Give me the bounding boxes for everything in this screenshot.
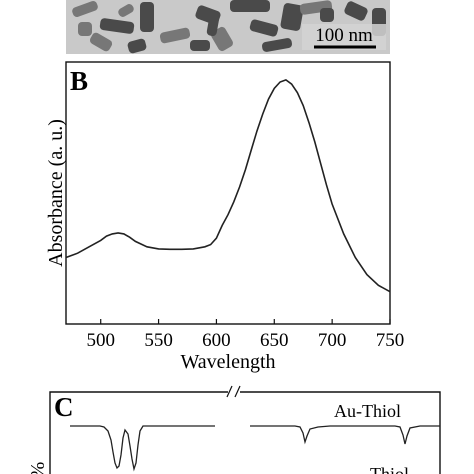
panel-a-tem-image: 100 nm [66,0,390,54]
nanoparticle [140,2,154,32]
y-axis-label: Absorbance (a. u.) [45,119,67,267]
plot-frame [65,61,391,325]
x-axis-label: Wavelength [180,351,275,373]
x-axis-ticks: 500 550 600 650 700 750 [86,319,404,351]
panel-letter-b: B [70,66,88,96]
nanoparticle [230,0,270,12]
panel-c-y-label-fragment: % [27,462,49,474]
nanoparticle [99,18,135,34]
panel-c-chart: C Au-Thiol Thiol % [27,385,441,474]
nanoparticle [344,1,368,21]
nanoparticle [72,0,98,18]
x-tick-label: 650 [260,330,289,351]
nanoparticle [127,38,147,54]
scale-bar-label: 100 nm [315,25,373,46]
absorbance-curve [65,79,391,293]
nanoparticle [78,22,92,36]
nanoparticle [206,13,220,37]
panel-b-chart: B 500 550 600 650 700 750 Wavelength Absorban… [45,61,404,373]
curve-label-thiol: Thiol [370,464,409,474]
axis-break-mark [226,385,233,398]
x-tick-label: 700 [318,330,347,351]
nanoparticle [89,32,113,52]
axis-break-mark [234,385,241,398]
x-tick-label: 550 [144,330,173,351]
nanoparticle [249,19,279,37]
nanoparticle [118,4,134,17]
au-thiol-spectrum-left [70,425,215,472]
au-thiol-spectrum-right [250,425,440,445]
panel-c-frame [49,391,441,474]
nanoparticle [190,40,210,51]
x-tick-label: 600 [202,330,231,351]
nanoparticles [72,0,386,54]
nanoparticle [320,8,334,22]
nanoparticle [159,27,191,44]
x-tick-label: 500 [86,330,115,351]
nanoparticle [280,3,304,31]
x-tick-label: 750 [376,330,405,351]
nanoparticle [261,38,293,52]
curve-label-au-thiol: Au-Thiol [334,401,401,421]
panel-letter-c: C [54,392,74,422]
